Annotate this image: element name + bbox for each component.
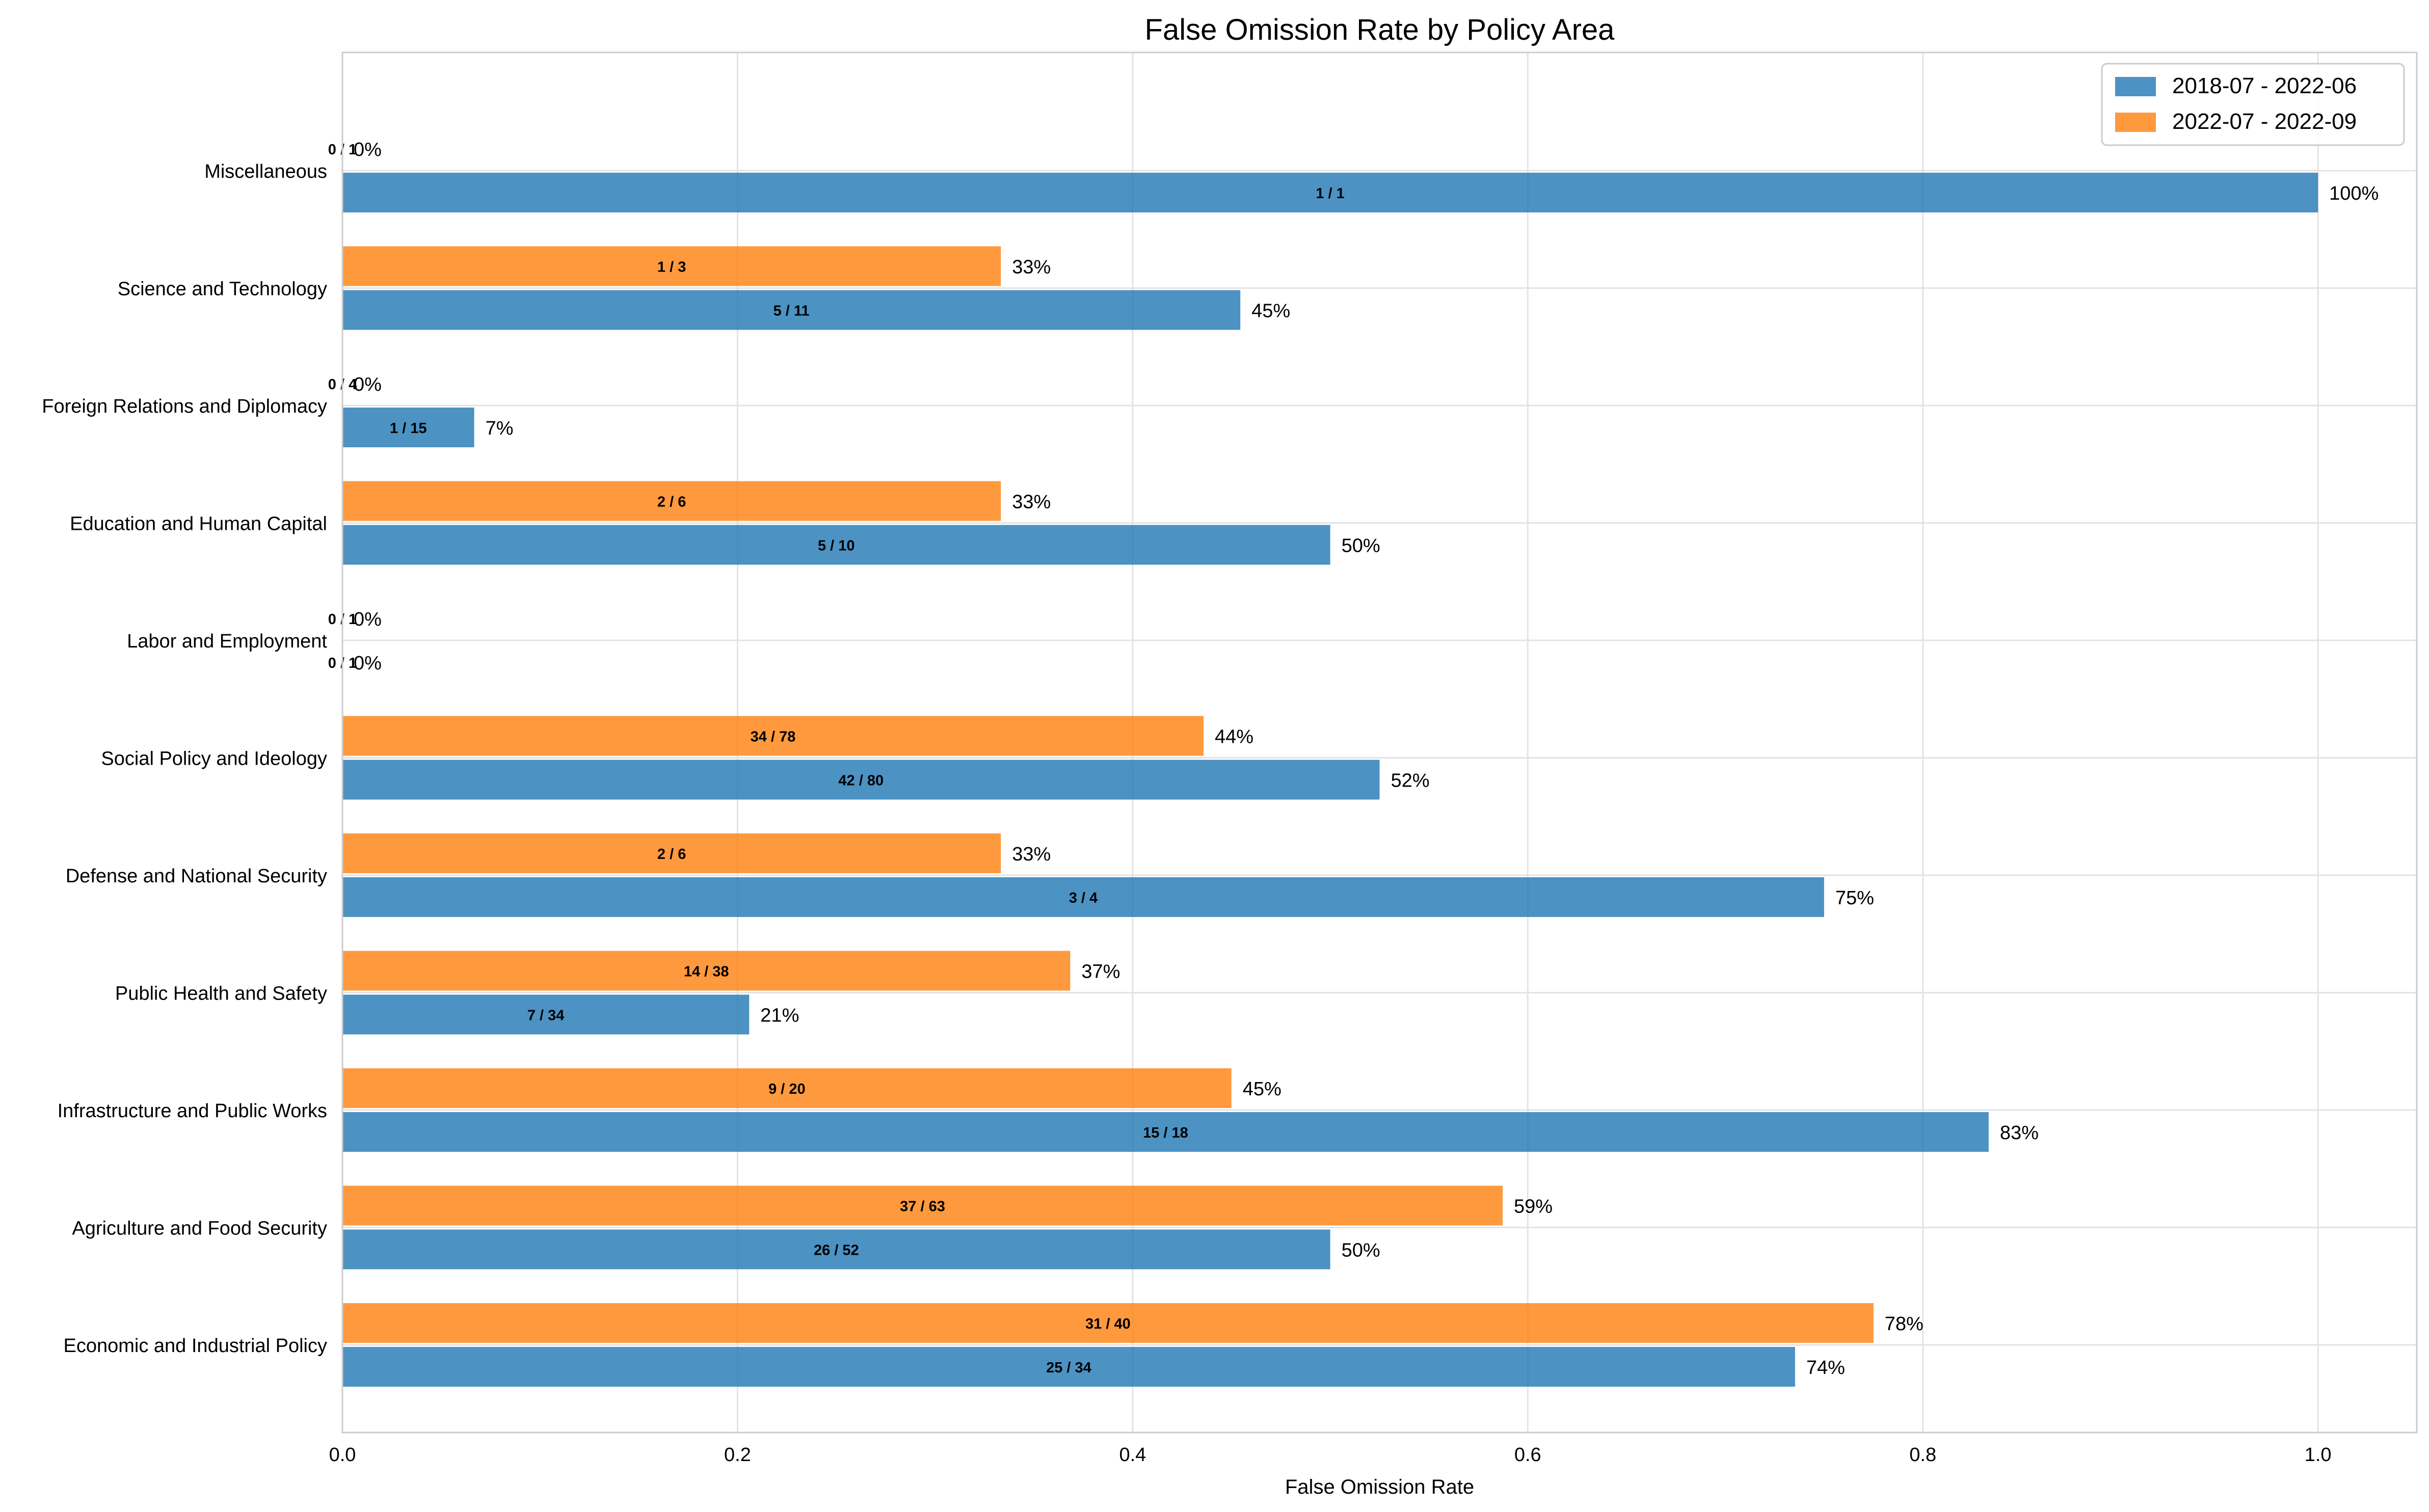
percent-label: 100% bbox=[2329, 183, 2379, 204]
y-tick-label: Defense and National Security bbox=[66, 866, 327, 887]
plot-frame bbox=[341, 51, 2418, 1434]
bar-series-2 bbox=[342, 1185, 1503, 1226]
bar-series-1 bbox=[342, 1347, 1795, 1387]
x-tick-label: 1.0 bbox=[2305, 1444, 2332, 1466]
fraction-label: 2 / 6 bbox=[657, 846, 686, 862]
percent-label: 21% bbox=[760, 1005, 799, 1027]
bar-series-1 bbox=[342, 290, 1241, 330]
bar-series-2 bbox=[342, 1303, 1874, 1343]
x-tick-label: 0.0 bbox=[329, 1444, 356, 1466]
bar-series-1 bbox=[342, 408, 474, 447]
fraction-label: 34 / 78 bbox=[751, 729, 796, 745]
percent-label: 78% bbox=[1885, 1313, 1924, 1335]
x-tick-label: 0.8 bbox=[1909, 1444, 1936, 1466]
fraction-label: 37 / 63 bbox=[900, 1199, 945, 1215]
x-axis-label: False Omission Rate bbox=[1285, 1476, 1474, 1498]
bar-series-2 bbox=[342, 246, 1001, 286]
bar-series-1 bbox=[342, 1229, 1330, 1270]
bar-series-2 bbox=[342, 833, 1001, 873]
percent-label: 83% bbox=[2000, 1122, 2039, 1144]
fraction-label: 14 / 38 bbox=[684, 964, 729, 980]
legend-swatch bbox=[2115, 77, 2156, 96]
x-tick-label: 0.4 bbox=[1119, 1444, 1146, 1466]
percent-label: 33% bbox=[1012, 844, 1051, 865]
legend-label: 2022-07 - 2022-09 bbox=[2172, 109, 2357, 134]
percent-label: 50% bbox=[1342, 1240, 1380, 1261]
legend: 2018-07 - 2022-06 2022-07 - 2022-09 bbox=[2101, 63, 2405, 146]
legend-box bbox=[2101, 63, 2405, 146]
bar-series-1 bbox=[342, 760, 1380, 800]
fraction-label: 3 / 4 bbox=[1069, 890, 1098, 906]
y-tick-label: Education and Human Capital bbox=[70, 514, 327, 535]
y-tick-label: Social Policy and Ideology bbox=[101, 748, 327, 770]
percent-label: 52% bbox=[1391, 770, 1430, 792]
fraction-label: 42 / 80 bbox=[838, 773, 884, 789]
y-tick-label: Agriculture and Food Security bbox=[72, 1218, 327, 1239]
axis-layer: 0.0 0.2 0.4 0.6 0.8 1.0 Miscellaneous Science a… bbox=[42, 161, 2331, 1466]
y-tick-label: Economic and Industrial Policy bbox=[64, 1335, 327, 1357]
percent-label: 0% bbox=[354, 139, 382, 160]
fraction-label: 15 / 18 bbox=[1143, 1125, 1188, 1141]
bar-series-2 bbox=[342, 716, 1204, 756]
fraction-label: 9 / 20 bbox=[768, 1081, 806, 1097]
fraction-label: 31 / 40 bbox=[1085, 1316, 1131, 1332]
bar-series-1 bbox=[342, 1112, 1989, 1152]
grid-layer bbox=[341, 52, 2417, 1433]
percent-label: 74% bbox=[1806, 1357, 1845, 1379]
bar-series-1 bbox=[342, 173, 2318, 212]
bar-series-2 bbox=[342, 1068, 1232, 1108]
bar-series-1 bbox=[342, 877, 1824, 917]
legend-label: 2018-07 - 2022-06 bbox=[2172, 73, 2357, 98]
fraction-label: 5 / 10 bbox=[818, 538, 855, 554]
percent-label: 50% bbox=[1342, 535, 1380, 557]
percent-label: 75% bbox=[1835, 887, 1874, 909]
bar-series-1 bbox=[342, 994, 750, 1035]
x-tick-label: 0.2 bbox=[724, 1444, 751, 1466]
percent-label: 0% bbox=[354, 609, 382, 630]
percent-label: 45% bbox=[1243, 1078, 1282, 1100]
percent-label: 37% bbox=[1081, 961, 1120, 983]
percent-label: 0% bbox=[354, 653, 382, 674]
fraction-label: 26 / 52 bbox=[814, 1243, 859, 1259]
fraction-label: 7 / 34 bbox=[527, 1008, 565, 1024]
fraction-label: 1 / 3 bbox=[657, 259, 686, 276]
percent-label: 7% bbox=[486, 418, 514, 439]
fraction-label: 5 / 11 bbox=[773, 303, 810, 319]
percent-label: 33% bbox=[1012, 257, 1051, 278]
legend-swatch bbox=[2115, 113, 2156, 132]
percent-label: 33% bbox=[1012, 492, 1051, 513]
percent-label: 44% bbox=[1215, 726, 1253, 748]
percent-label: 0% bbox=[354, 374, 382, 395]
y-tick-label: Infrastructure and Public Works bbox=[58, 1100, 327, 1122]
percent-label: 59% bbox=[1514, 1196, 1553, 1218]
bar-series-2 bbox=[342, 481, 1001, 521]
fraction-label: 25 / 34 bbox=[1046, 1360, 1091, 1376]
labels-layer: 1 / 1 100%0 / 10%5 / 11 45%1 / 3 33%1 / 15 7… bbox=[328, 139, 2379, 1379]
fraction-label: 1 / 1 bbox=[1316, 185, 1344, 202]
chart-title: False Omission Rate by Policy Area bbox=[1145, 13, 1615, 46]
x-tick-label: 0.6 bbox=[1514, 1444, 1541, 1466]
y-tick-label: Public Health and Safety bbox=[115, 983, 327, 1005]
y-tick-label: Science and Technology bbox=[118, 279, 327, 300]
y-tick-label: Miscellaneous bbox=[204, 161, 327, 182]
percent-label: 45% bbox=[1251, 301, 1290, 322]
y-tick-label: Labor and Employment bbox=[127, 631, 327, 652]
fraction-label: 2 / 6 bbox=[657, 494, 686, 510]
fraction-label: 1 / 15 bbox=[390, 420, 427, 437]
y-tick-label: Foreign Relations and Diplomacy bbox=[42, 396, 327, 417]
bar-series-2 bbox=[342, 951, 1071, 991]
bars-layer bbox=[342, 173, 2318, 1387]
bar-series-1 bbox=[342, 525, 1330, 565]
